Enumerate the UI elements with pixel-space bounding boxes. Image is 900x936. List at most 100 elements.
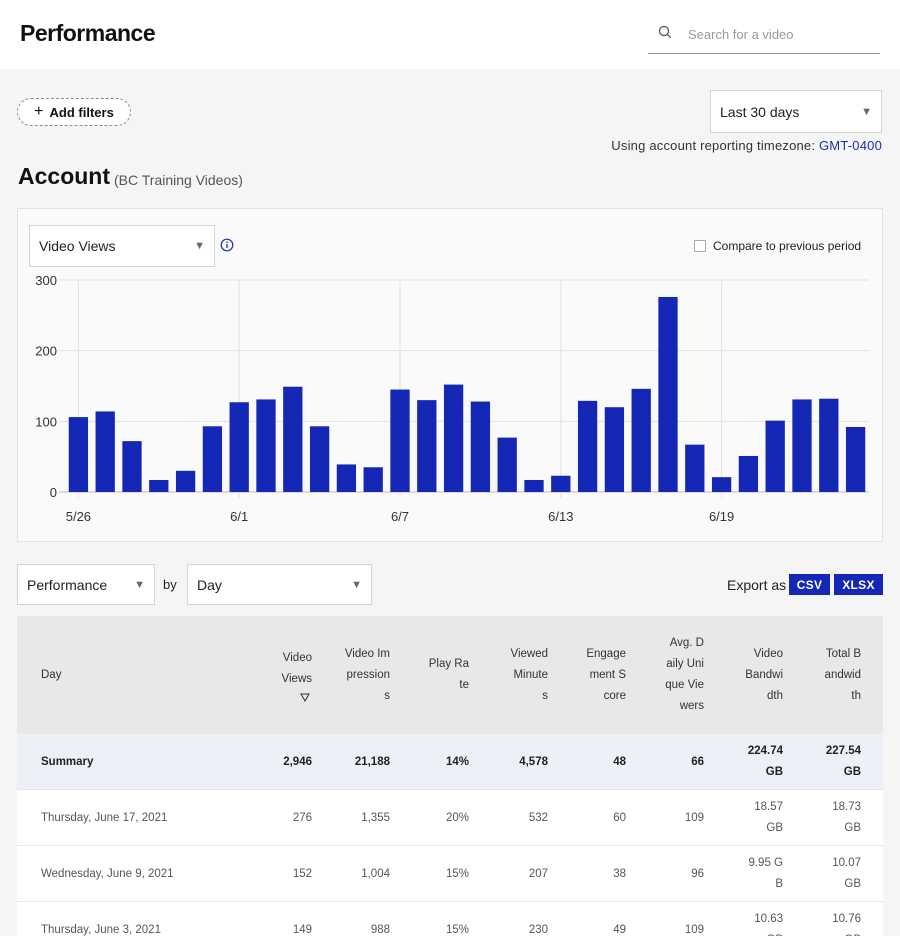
column-header-video-bandwidth[interactable]: Video Bandwidth bbox=[745, 647, 783, 702]
chart-bar[interactable] bbox=[202, 426, 223, 492]
table-cell: 18.57 GB bbox=[754, 801, 783, 834]
dimension-select-value: Day bbox=[197, 576, 222, 593]
chart-bar[interactable] bbox=[68, 417, 89, 492]
chart-bar[interactable] bbox=[792, 399, 812, 492]
column-header-day[interactable]: Day bbox=[41, 668, 62, 681]
info-icon[interactable] bbox=[220, 238, 234, 252]
column-header-avg-daily-unique-viewers[interactable]: Avg. Daily Unique Viewers bbox=[665, 637, 704, 712]
summary-label: Summary bbox=[41, 755, 94, 768]
search-input[interactable] bbox=[688, 24, 873, 44]
group-select[interactable]: Performance ▼ bbox=[17, 564, 155, 605]
x-tick-label: 6/1 bbox=[230, 509, 248, 524]
chart-bar[interactable] bbox=[658, 296, 678, 492]
date-range-select[interactable]: Last 30 days ▼ bbox=[710, 90, 882, 133]
chart-bar[interactable] bbox=[363, 467, 383, 492]
chart-bar[interactable] bbox=[497, 437, 517, 492]
compare-toggle[interactable]: Compare to previous period bbox=[694, 239, 861, 253]
account-subtitle: (BC Training Videos) bbox=[114, 172, 243, 188]
timezone-note: Using account reporting timezone: GMT-04… bbox=[611, 138, 882, 153]
chart-bar[interactable] bbox=[229, 402, 249, 492]
chart-bar[interactable] bbox=[175, 470, 196, 492]
chart-bar[interactable] bbox=[524, 479, 544, 492]
column-header-play-rate[interactable]: Play Rate bbox=[428, 658, 469, 691]
chart-bar[interactable] bbox=[819, 398, 839, 492]
chart-bar[interactable] bbox=[149, 479, 169, 492]
column-header-video-views[interactable]: Video Views bbox=[272, 616, 312, 734]
export-label: Export as bbox=[727, 577, 787, 593]
table-cell: 149 bbox=[292, 923, 312, 936]
performance-table: Day Video Views Video Impressions Play R… bbox=[17, 616, 883, 936]
table-cell: 276 bbox=[292, 811, 312, 824]
export-xlsx-button[interactable]: XLSX bbox=[834, 574, 883, 595]
chart-bar[interactable] bbox=[765, 420, 785, 492]
search-box[interactable] bbox=[648, 18, 880, 54]
chart-bar[interactable] bbox=[122, 441, 142, 492]
row-day: Thursday, June 3, 2021 bbox=[41, 923, 161, 936]
x-tick-label: 6/13 bbox=[548, 509, 573, 524]
chart-bar[interactable] bbox=[711, 477, 732, 492]
column-header-engagement-score[interactable]: Engagement Score bbox=[586, 647, 626, 702]
table-cell: 38 bbox=[613, 867, 626, 880]
column-header-total-bandwidth[interactable]: Total Bandwidth bbox=[824, 647, 861, 702]
caret-down-icon: ▼ bbox=[861, 105, 872, 118]
chart-bar[interactable] bbox=[390, 389, 410, 492]
caret-down-icon: ▼ bbox=[351, 578, 362, 591]
y-tick-label: 100 bbox=[35, 414, 57, 429]
column-header-video-impressions[interactable]: Video Impressions bbox=[344, 647, 390, 702]
table-cell: 15% bbox=[445, 867, 469, 880]
table-row[interactable]: Wednesday, June 9, 2021 152 1,004 15% 20… bbox=[17, 846, 883, 902]
chart-bar[interactable] bbox=[417, 400, 437, 492]
table-cell: 109 bbox=[684, 811, 704, 824]
y-tick-label: 0 bbox=[50, 485, 57, 500]
table-row[interactable]: Thursday, June 3, 2021 149 988 15% 230 4… bbox=[17, 902, 883, 936]
table-cell: 10.76 GB bbox=[832, 913, 861, 936]
table-cell: 532 bbox=[528, 811, 548, 824]
chart-bar[interactable] bbox=[738, 455, 759, 492]
chart-bar[interactable] bbox=[685, 444, 705, 492]
chart-bar[interactable] bbox=[443, 384, 464, 492]
chart-bar[interactable] bbox=[470, 401, 491, 492]
top-bar: Performance bbox=[0, 0, 900, 69]
add-filters-label: Add filters bbox=[49, 104, 114, 120]
export-csv-button[interactable]: CSV bbox=[789, 574, 830, 595]
add-filters-button[interactable]: + Add filters bbox=[17, 98, 131, 126]
metric-value: Video Views bbox=[39, 238, 116, 254]
summary-row: Summary 2,946 21,188 14% 4,578 48 66 224… bbox=[17, 734, 883, 790]
summary-cell: 48 bbox=[613, 755, 626, 768]
account-title: Account bbox=[18, 163, 110, 189]
chart-bar[interactable] bbox=[95, 411, 115, 492]
metric-select[interactable]: Video Views ▼ bbox=[29, 225, 215, 267]
column-header-viewed-minutes[interactable]: Viewed Minutes bbox=[510, 647, 548, 702]
table-cell: 60 bbox=[613, 811, 626, 824]
y-tick-label: 200 bbox=[35, 344, 57, 359]
plus-icon: + bbox=[34, 103, 44, 120]
chart-bar[interactable] bbox=[631, 388, 651, 492]
x-tick-label: 6/19 bbox=[709, 509, 734, 524]
chart-bar[interactable] bbox=[256, 399, 276, 492]
x-tick-label: 6/7 bbox=[391, 509, 409, 524]
summary-cell: 21,188 bbox=[354, 755, 390, 768]
table-cell: 10.07 GB bbox=[832, 857, 861, 890]
table-cell: 152 bbox=[292, 867, 312, 880]
summary-cell: 14% bbox=[445, 755, 469, 768]
compare-checkbox[interactable] bbox=[694, 240, 706, 252]
chart-bar[interactable] bbox=[845, 426, 866, 492]
chart-bar[interactable] bbox=[604, 407, 625, 492]
summary-cell: 66 bbox=[691, 755, 704, 768]
table-cell: 15% bbox=[445, 923, 469, 936]
table-row[interactable]: Thursday, June 17, 2021 276 1,355 20% 53… bbox=[17, 790, 883, 846]
dimension-select[interactable]: Day ▼ bbox=[187, 564, 372, 605]
date-range-value: Last 30 days bbox=[720, 103, 800, 120]
chart-bar[interactable] bbox=[309, 426, 330, 492]
chart-bar[interactable] bbox=[336, 464, 357, 492]
row-day: Thursday, June 17, 2021 bbox=[41, 811, 168, 824]
table-cell: 988 bbox=[370, 923, 390, 936]
chart-bar[interactable] bbox=[283, 386, 303, 492]
summary-cell: 4,578 bbox=[519, 755, 548, 768]
video-views-chart: 0 100 200 300 5/26 6/1 6/7 6/13 6/19 bbox=[35, 273, 869, 524]
timezone-link[interactable]: GMT-0400 bbox=[818, 138, 882, 153]
group-select-value: Performance bbox=[27, 576, 108, 593]
chart-bar[interactable] bbox=[577, 400, 598, 492]
chart-bar[interactable] bbox=[551, 475, 571, 492]
table-cell: 96 bbox=[691, 867, 704, 880]
